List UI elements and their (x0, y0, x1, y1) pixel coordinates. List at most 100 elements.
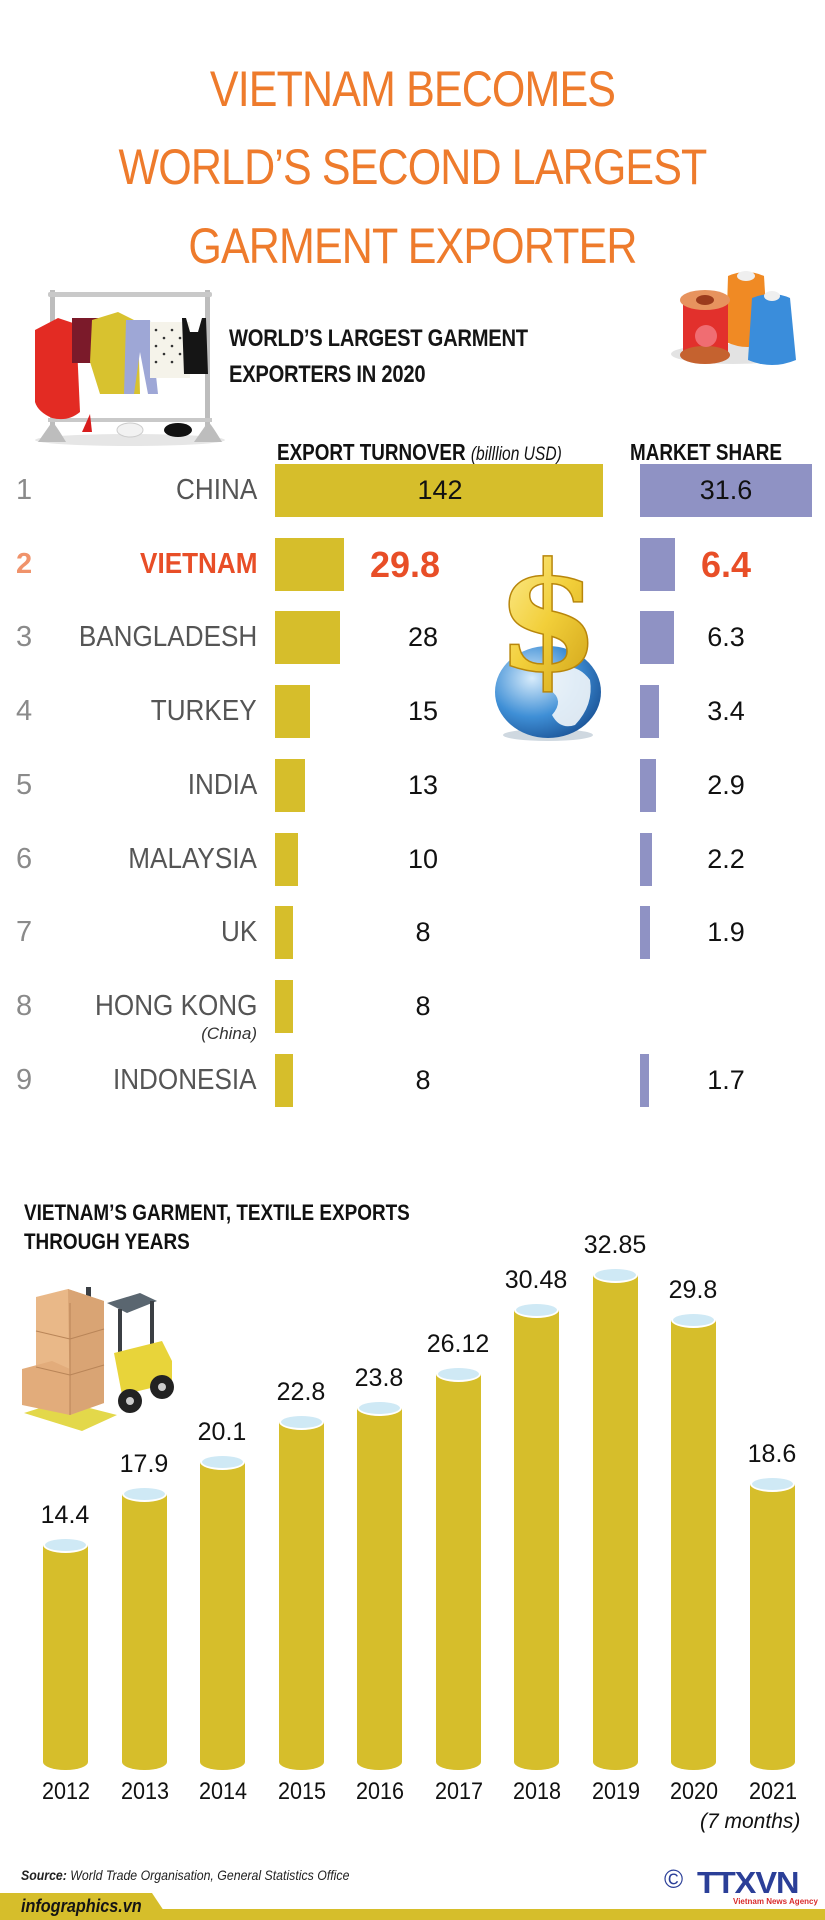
ranking-subtitle-line-1: WORLD’S LARGEST GARMENT (229, 325, 528, 352)
year-label: 2015 (277, 1778, 327, 1805)
year-value: 22.8 (276, 1378, 326, 1406)
year-label: 2017 (434, 1778, 484, 1805)
export-value: 15 (407, 696, 439, 726)
country-note: (China) (201, 1024, 257, 1043)
market-share-value: 1.7 (707, 1065, 745, 1095)
export-value: 8 (415, 917, 431, 947)
logo-subtext: Vietnam News Agency (733, 1897, 818, 1906)
market-share-header: MARKET SHARE (630, 439, 782, 465)
rank-number: 2 (16, 548, 33, 580)
year-value: 26.12 (426, 1330, 490, 1358)
export-bar (275, 1054, 293, 1107)
rank-number: 3 (16, 621, 33, 653)
thread-spools-icon (671, 271, 796, 365)
year-label: 2016 (355, 1778, 405, 1805)
market-share-bar (640, 1054, 649, 1107)
export-value: 29.8 (369, 544, 441, 585)
market-share-bar (640, 538, 675, 591)
export-value: 142 (417, 475, 463, 505)
market-share-value: 31.6 (699, 475, 753, 505)
export-bar (275, 906, 293, 959)
copyright-icon: © (664, 1864, 684, 1894)
rank-number: 8 (16, 990, 33, 1022)
forklift-icon (22, 1287, 174, 1431)
export-turnover-header: EXPORT TURNOVER (billlion USD) (277, 439, 562, 465)
bar-cap (279, 1414, 324, 1430)
market-share-bar (640, 464, 812, 517)
page-title-line-3: GARMENT EXPORTER (188, 218, 637, 274)
footer-tab (0, 1893, 170, 1920)
year-value: 18.6 (747, 1440, 797, 1468)
rank-number: 9 (16, 1064, 33, 1096)
year-value: 23.8 (354, 1364, 404, 1392)
yearly-title-line-1: VIETNAM’S GARMENT, TEXTILE EXPORTS (24, 1200, 410, 1225)
rank-number: 4 (16, 695, 33, 727)
year-value: 29.8 (668, 1276, 718, 1304)
year-value: 32.85 (583, 1231, 647, 1259)
site-link[interactable]: infographics.vn (21, 1896, 142, 1916)
year-label: 2014 (198, 1778, 248, 1805)
market-share-value: 1.9 (707, 917, 745, 947)
year-bar (122, 1486, 167, 1770)
year-bar (200, 1454, 245, 1770)
market-share-value (676, 980, 776, 1033)
export-bar (275, 833, 298, 886)
market-share-value: 3.4 (707, 696, 745, 726)
year-bar (671, 1312, 716, 1770)
country-name: INDIA (187, 769, 257, 801)
export-turnover-label: EXPORT TURNOVER (277, 439, 466, 465)
market-share-value: 2.9 (707, 770, 745, 800)
page-title-line-2: WORLD’S SECOND LARGEST (118, 139, 708, 195)
year-bar (279, 1414, 324, 1770)
year-label: 2021 (748, 1778, 798, 1805)
year-value: 30.48 (504, 1266, 568, 1294)
rank-number: 1 (16, 474, 33, 506)
page-title-line-1: VIETNAM BECOMES (209, 61, 616, 117)
year-bar (750, 1476, 795, 1770)
country-name: MALAYSIA (128, 843, 257, 875)
market-share-value: 6.3 (707, 622, 745, 652)
market-share-bar (640, 906, 650, 959)
export-value: 13 (407, 770, 439, 800)
year-bar (593, 1267, 638, 1770)
export-value: 8 (415, 1065, 431, 1095)
year-2021-note: (7 months) (700, 1810, 801, 1833)
year-bar (514, 1302, 559, 1770)
year-value: 14.4 (40, 1501, 90, 1529)
bar-cap (357, 1400, 402, 1416)
bar-cap (750, 1476, 795, 1492)
bar-cap (43, 1537, 88, 1553)
export-bar (275, 685, 310, 738)
export-bar (275, 464, 603, 517)
rank-number: 7 (16, 916, 33, 948)
dollar-globe-icon: $ (495, 530, 601, 741)
market-share-value: 2.2 (707, 844, 745, 874)
export-bar (275, 980, 293, 1033)
country-name: INDONESIA (113, 1064, 257, 1096)
year-bar (357, 1400, 402, 1770)
bar-cap (122, 1486, 167, 1502)
rank-number: 5 (16, 769, 33, 801)
bar-cap (436, 1366, 481, 1382)
rank-number: 6 (16, 843, 33, 875)
year-value: 17.9 (119, 1450, 169, 1478)
export-bar (275, 611, 340, 664)
market-share-bar (640, 685, 659, 738)
country-name: TURKEY (151, 695, 257, 727)
export-value: 8 (415, 991, 431, 1021)
ranking-subtitle-line-2: EXPORTERS IN 2020 (229, 361, 426, 388)
yearly-title-line-2: THROUGH YEARS (24, 1229, 190, 1254)
year-bar (43, 1537, 88, 1770)
bar-cap (514, 1302, 559, 1318)
export-bar (275, 759, 305, 812)
bar-cap (200, 1454, 245, 1470)
market-share-bar (640, 611, 674, 664)
market-share-bar (640, 759, 656, 812)
country-name: UK (220, 916, 257, 948)
bar-cap (593, 1267, 638, 1283)
year-label: 2012 (41, 1778, 91, 1805)
export-value: 28 (407, 622, 439, 652)
source-text: World Trade Organisation, General Statis… (70, 1867, 350, 1883)
year-label: 2020 (669, 1778, 719, 1805)
clothes-rack-icon (35, 290, 225, 446)
